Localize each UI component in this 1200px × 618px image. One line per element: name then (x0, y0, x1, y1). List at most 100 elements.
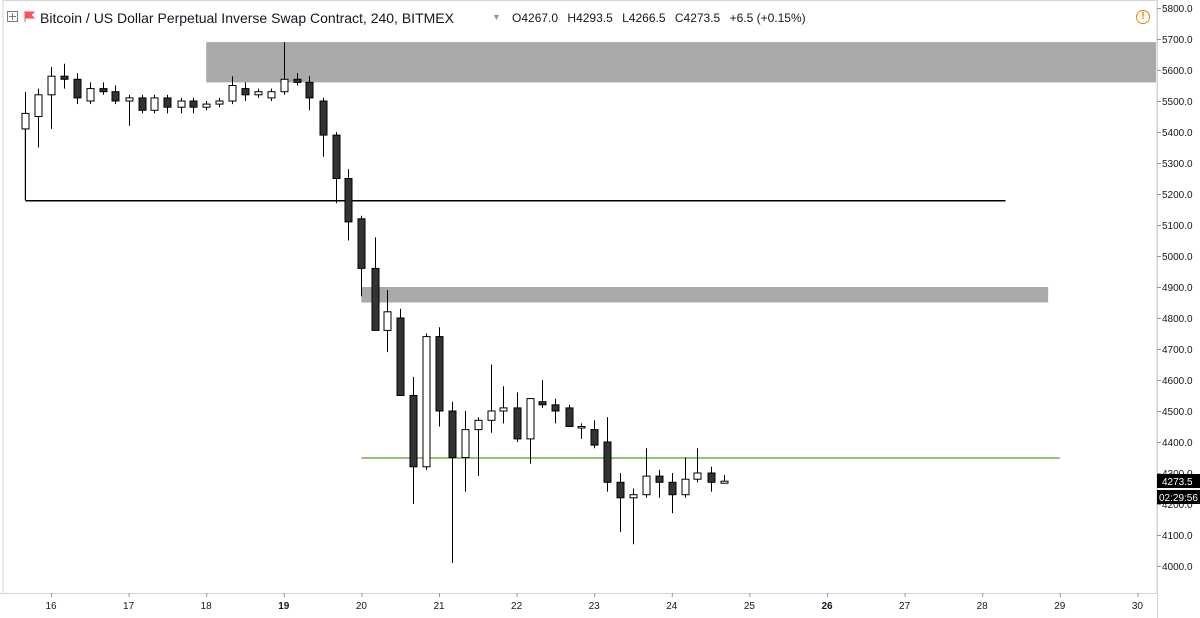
candle (448, 401, 457, 563)
candle-body (73, 78, 82, 99)
price-tick-label: 5200.0 (1162, 190, 1193, 201)
candle-body (693, 472, 702, 480)
candle-body (254, 91, 263, 96)
candle (435, 327, 444, 427)
time-tick-label: 19 (278, 601, 290, 612)
time-tick-label: 20 (356, 601, 368, 612)
candle-body (125, 97, 134, 102)
candle-body (280, 78, 289, 93)
candle-body (150, 97, 159, 111)
chevron-down-icon[interactable]: ▼ (492, 12, 501, 22)
candle (47, 66, 56, 129)
candle (280, 42, 289, 95)
candle (344, 169, 353, 241)
candle-body (590, 429, 599, 446)
candle-body (99, 88, 108, 93)
price-tick-label: 5300.0 (1162, 159, 1193, 170)
candle-body (189, 100, 198, 108)
candle-body (487, 410, 496, 421)
candle (202, 101, 211, 111)
candle-body (681, 478, 690, 496)
price-tick-label: 5000.0 (1162, 252, 1193, 263)
candle (228, 76, 237, 105)
resistance-zone-2 (361, 287, 1049, 303)
candle (603, 417, 612, 492)
candle (513, 392, 522, 442)
candle (138, 94, 147, 114)
candle-body (668, 481, 677, 496)
candle (177, 97, 186, 114)
time-tick-label: 18 (201, 601, 213, 612)
candle (383, 290, 392, 353)
candle (73, 73, 82, 105)
candle (551, 398, 560, 424)
price-tick-label: 4100.0 (1162, 531, 1193, 542)
candle-body (435, 336, 444, 412)
time-tick-label: 29 (1054, 601, 1066, 612)
price-tick-label: 5600.0 (1162, 66, 1193, 77)
candle-body (177, 100, 186, 108)
candle (577, 423, 586, 439)
candle (163, 94, 172, 114)
candle-body (215, 100, 224, 105)
candle-body (655, 475, 664, 483)
candle-body (163, 97, 172, 108)
time-tick-label: 24 (666, 601, 678, 612)
candle (642, 448, 651, 498)
resistance-zone-1 (206, 42, 1156, 83)
candle-body (720, 480, 729, 484)
candle (111, 85, 120, 105)
price-tick-label: 4500.0 (1162, 407, 1193, 418)
candle-body (34, 94, 43, 118)
candle-body (642, 475, 651, 496)
alert-icon[interactable]: ! (1136, 10, 1150, 24)
change-value: +6.5 (+0.15%) (729, 11, 806, 25)
candle-body (616, 481, 625, 499)
symbol-title[interactable]: Bitcoin / US Dollar Perpetual Inverse Sw… (40, 10, 454, 26)
zones-layer (206, 42, 1156, 303)
time-tick-label: 27 (899, 601, 911, 612)
candle-body (267, 91, 276, 99)
last-price-tag-bg (1157, 474, 1200, 488)
candle (357, 215, 366, 297)
candle-body (707, 472, 716, 483)
time-tick-label: 22 (511, 601, 523, 612)
candle-body (513, 407, 522, 440)
price-tick-labels: 4000.04100.04200.04300.04400.04500.04600… (1157, 4, 1193, 573)
candle (215, 97, 224, 108)
last-price-tag: 4273.5 02:29:56 (1157, 474, 1200, 504)
candle-body (47, 75, 56, 96)
candle-body (21, 112, 30, 130)
candle (538, 380, 547, 408)
candle-body (383, 311, 392, 331)
candle (99, 82, 108, 95)
candle (629, 488, 638, 545)
candle-body (396, 317, 405, 396)
price-tick-label: 4900.0 (1162, 283, 1193, 294)
flag-icon[interactable] (24, 11, 35, 22)
open-value: O4267.0 (512, 11, 559, 25)
candle (693, 448, 702, 483)
candle (720, 475, 729, 484)
time-tick-labels: 16 17 18 19 20 21 22 23 24 25 26 27 28 29 30 (45, 593, 1143, 612)
price-tick-label: 5100.0 (1162, 221, 1193, 232)
candle (319, 97, 328, 157)
candle (86, 82, 95, 105)
candle-body (577, 426, 586, 429)
candle (526, 398, 535, 464)
ohlc-readout: O4267.0 H4293.5 L4266.5 C4273.5 +6.5 (+0… (512, 11, 812, 25)
countdown-tag-bg (1157, 490, 1200, 504)
candle (241, 82, 250, 101)
candle-body (60, 75, 69, 80)
countdown-label: 02:29:56 (1159, 493, 1198, 504)
price-tick-label: 4000.0 (1162, 562, 1193, 573)
candle (409, 376, 418, 504)
candle-body (357, 218, 366, 269)
expand-icon[interactable] (7, 11, 18, 22)
candle-body (551, 404, 560, 412)
candle-body (319, 100, 328, 136)
candle-body (371, 267, 380, 331)
candle-body (138, 97, 147, 111)
candle (422, 333, 431, 470)
